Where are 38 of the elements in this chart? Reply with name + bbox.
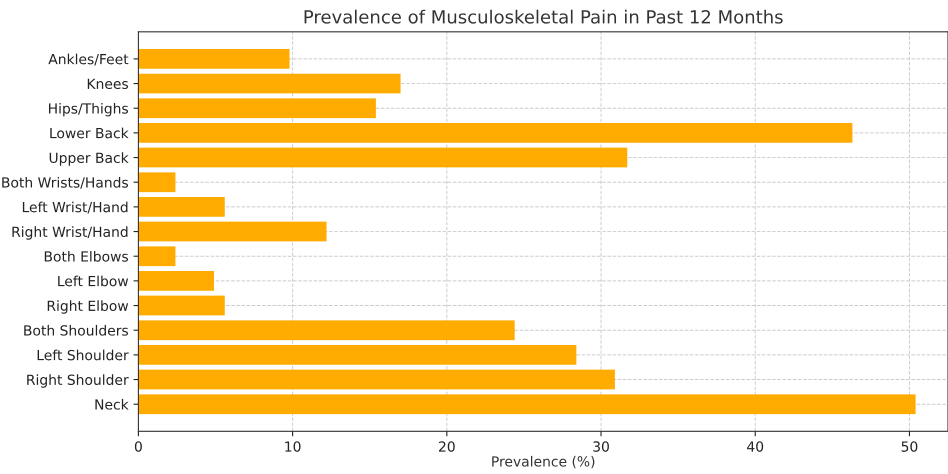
bar bbox=[138, 123, 852, 143]
bar bbox=[138, 74, 401, 94]
y-tick-label: Right Shoulder bbox=[27, 374, 129, 388]
y-tick-label: Neck bbox=[95, 398, 129, 410]
y-tick-label: Both Wrists/Hands bbox=[2, 176, 128, 189]
y-tick-label: Lower Back bbox=[50, 128, 129, 138]
bar bbox=[138, 394, 916, 414]
bar bbox=[138, 172, 176, 192]
bar bbox=[138, 197, 225, 217]
bar bbox=[138, 246, 176, 266]
bar bbox=[138, 296, 225, 316]
x-axis-title: Prevalence (%) bbox=[492, 456, 594, 468]
y-tick-label: Both Elbows bbox=[44, 250, 128, 262]
bar bbox=[138, 98, 376, 118]
bar bbox=[138, 271, 214, 291]
bar bbox=[138, 49, 290, 69]
y-tick-label: Hips/Thighs bbox=[49, 102, 128, 116]
y-tick-label: Left Elbow bbox=[58, 276, 128, 286]
x-tick-label: 30 bbox=[593, 441, 609, 452]
y-tick-label: Left Shoulder bbox=[38, 350, 129, 360]
x-tick-label: 20 bbox=[439, 441, 455, 452]
x-tick-label: 40 bbox=[747, 441, 764, 452]
x-tick-label: 0 bbox=[134, 441, 142, 452]
y-tick-label: Knees bbox=[88, 78, 128, 90]
y-tick-label: Ankles/Feet bbox=[48, 54, 128, 66]
y-tick-label: Right Wrist/Hand bbox=[12, 226, 128, 240]
y-tick-label: Both Shoulders bbox=[24, 324, 128, 336]
bar bbox=[138, 148, 628, 168]
y-tick-label: Upper Back bbox=[50, 152, 129, 166]
bar bbox=[138, 320, 515, 340]
bar bbox=[138, 370, 615, 390]
bar bbox=[138, 222, 327, 242]
bar bbox=[138, 345, 576, 365]
x-tick-label: 10 bbox=[285, 441, 301, 452]
y-tick-label: Right Elbow bbox=[48, 300, 128, 314]
x-tick-label: 50 bbox=[902, 441, 918, 452]
chart-title: Prevalence of Musculoskeletal Pain in Past 12 Months bbox=[304, 10, 783, 24]
y-tick-label: Left Wrist/Hand bbox=[22, 202, 128, 214]
